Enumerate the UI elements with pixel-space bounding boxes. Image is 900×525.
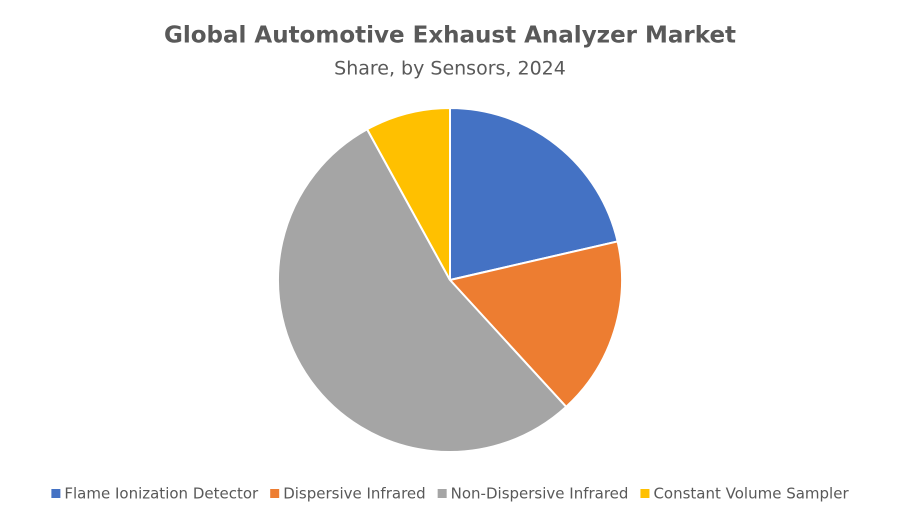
legend-marker — [640, 489, 650, 498]
legend-label: Dispersive Infrared — [283, 485, 425, 503]
chart-title: Global Automotive Exhaust Analyzer Marke… — [164, 23, 736, 49]
chart-subtitle: Share, by Sensors, 2024 — [334, 58, 566, 80]
legend-marker — [270, 489, 280, 498]
legend-label: Non-Dispersive Infrared — [451, 485, 629, 503]
pie-slice — [277, 127, 568, 453]
legend-label: Flame Ionization Detector — [64, 485, 259, 503]
legend-label: Constant Volume Sampler — [653, 485, 849, 503]
legend-marker — [51, 489, 61, 498]
legend-marker — [437, 489, 447, 498]
pie-slice — [365, 106, 451, 281]
pie-slice — [449, 106, 619, 282]
pie-slice — [448, 240, 623, 409]
